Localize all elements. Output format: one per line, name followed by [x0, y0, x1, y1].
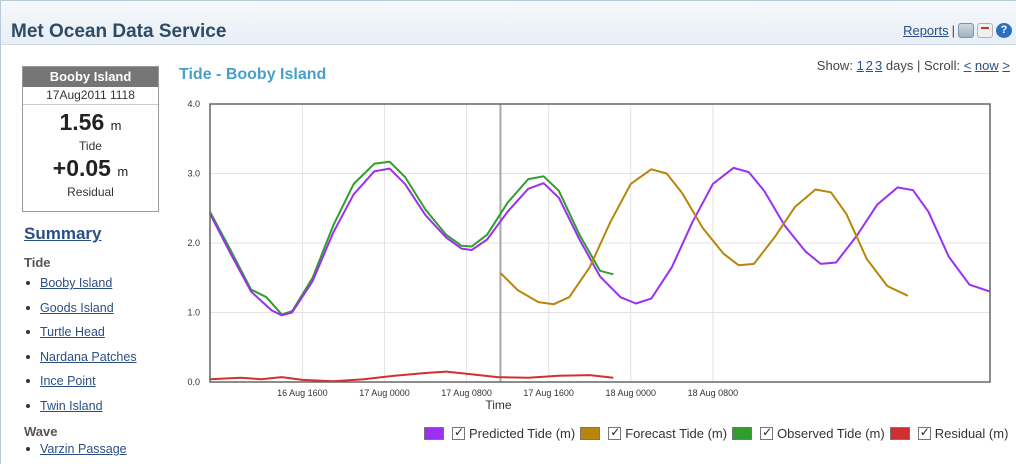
tide-station-link[interactable]: Goods Island [40, 300, 114, 315]
bullet-icon [26, 403, 30, 408]
x-tick-label: 17 Aug 0000 [359, 388, 410, 398]
bullet-icon [26, 447, 30, 451]
forecast-tide-line [499, 168, 909, 306]
show-1-day-link[interactable]: 1 [856, 58, 864, 73]
tide-station-link[interactable]: Turtle Head [40, 325, 105, 340]
list-item: Goods Island [26, 296, 137, 321]
y-tick-label: 3.0 [187, 169, 200, 179]
residual-value: +0.05 m [23, 155, 158, 185]
observed-tide-line [209, 160, 614, 316]
observed-checkbox[interactable] [760, 425, 774, 440]
x-tick-label: 17 Aug 0800 [441, 388, 492, 398]
tide-value: 1.56 m [23, 109, 158, 139]
tide-station-link[interactable]: Twin Island [40, 398, 103, 413]
forecast-checkbox[interactable] [608, 425, 622, 440]
y-tick-label: 1.0 [187, 308, 200, 318]
legend-label: Predicted Tide (m) [469, 426, 576, 441]
scroll-prev-link[interactable]: < [963, 58, 972, 73]
tide-station-list: Booby Island Goods Island Turtle Head Na… [26, 271, 137, 418]
tide-station-link[interactable]: Nardana Patches [40, 349, 137, 364]
tide-label: Tide [79, 139, 102, 153]
forecast-swatch [580, 427, 601, 440]
station-datetime: 17Aug2011 1118 [23, 87, 158, 105]
show-2-days-link[interactable]: 2 [865, 58, 874, 73]
show-3-days-link[interactable]: 3 [875, 58, 883, 73]
station-readout: Booby Island 17Aug2011 1118 1.56 m Tide … [22, 66, 159, 212]
list-item: Ince Point [26, 369, 137, 394]
y-tick-label: 0.0 [187, 377, 200, 387]
bullet-icon [26, 305, 30, 310]
pdf-icon[interactable] [977, 23, 993, 38]
legend-label: Observed Tide (m) [777, 426, 885, 441]
chart-title: Tide - Booby Island [179, 66, 327, 83]
residual-number: +0.05 [52, 155, 111, 181]
bullet-icon [26, 354, 30, 359]
show-label: Show: [816, 58, 853, 73]
plot-frame [209, 103, 991, 383]
wave-station-link[interactable]: Varzin Passage [40, 442, 127, 456]
residual-swatch [889, 427, 910, 440]
list-item: Varzin Passage [26, 439, 127, 459]
summary-link[interactable]: Summary [24, 224, 102, 243]
legend-item-predicted[interactable]: Predicted Tide (m) [424, 425, 576, 441]
header-separator: | [951, 23, 955, 38]
app-title: Met Ocean Data Service [11, 21, 227, 42]
predicted-tide-line [209, 166, 991, 317]
x-tick-label: 17 Aug 1600 [523, 388, 574, 398]
residual-unit: m [117, 164, 129, 179]
chart-legend: Predicted Tide (m) Forecast Tide (m) Obs… [424, 425, 1013, 441]
residual-label: Residual [67, 185, 114, 199]
legend-item-observed[interactable]: Observed Tide (m) [732, 425, 885, 441]
legend-label: Residual (m) [934, 426, 1009, 441]
header-bar: Met Ocean Data Service Reports | ? [1, 1, 1016, 45]
list-item: Twin Island [26, 394, 137, 419]
print-icon[interactable] [958, 23, 974, 38]
tide-chart: 0.0 1.0 2.0 3.0 4.0 16 Aug 1600 17 Aug 0000 17 … [187, 99, 991, 412]
x-axis-title: Time [485, 398, 512, 412]
legend-item-forecast[interactable]: Forecast Tide (m) [580, 425, 728, 441]
residual-line [209, 370, 614, 383]
reports-link[interactable]: Reports [903, 23, 949, 38]
tide-station-link[interactable]: Ince Point [40, 374, 96, 389]
station-name: Booby Island [23, 67, 158, 87]
list-item: Nardana Patches [26, 345, 137, 370]
x-tick-label: 18 Aug 0800 [688, 388, 739, 398]
bullet-icon [26, 379, 30, 384]
days-suffix: days | Scroll: [885, 58, 961, 73]
residual-checkbox[interactable] [917, 425, 931, 440]
y-tick-label: 4.0 [187, 99, 200, 109]
tide-heading: Tide [24, 255, 51, 270]
tide-unit: m [110, 118, 122, 133]
legend-item-residual[interactable]: Residual (m) [889, 425, 1009, 441]
wave-station-list: Varzin Passage [26, 439, 127, 459]
tide-station-link[interactable]: Booby Island [40, 276, 113, 291]
list-item: Booby Island [26, 271, 137, 296]
observed-swatch [732, 427, 753, 440]
y-tick-label: 2.0 [187, 238, 200, 248]
wave-heading: Wave [24, 424, 58, 439]
legend-label: Forecast Tide (m) [625, 426, 728, 441]
predicted-checkbox[interactable] [452, 425, 465, 440]
bullet-icon [26, 330, 30, 335]
bullet-icon [26, 281, 30, 286]
predicted-swatch [424, 427, 444, 440]
help-icon[interactable]: ? [996, 23, 1012, 38]
list-item: Turtle Head [26, 320, 137, 345]
scroll-now-link[interactable]: now [974, 58, 999, 73]
tide-number: 1.56 [59, 109, 105, 135]
header-links: Reports | ? [903, 23, 1012, 38]
scroll-next-link[interactable]: > [1002, 58, 1010, 73]
x-tick-label: 18 Aug 0000 [606, 388, 657, 398]
x-tick-label: 16 Aug 1600 [277, 388, 328, 398]
